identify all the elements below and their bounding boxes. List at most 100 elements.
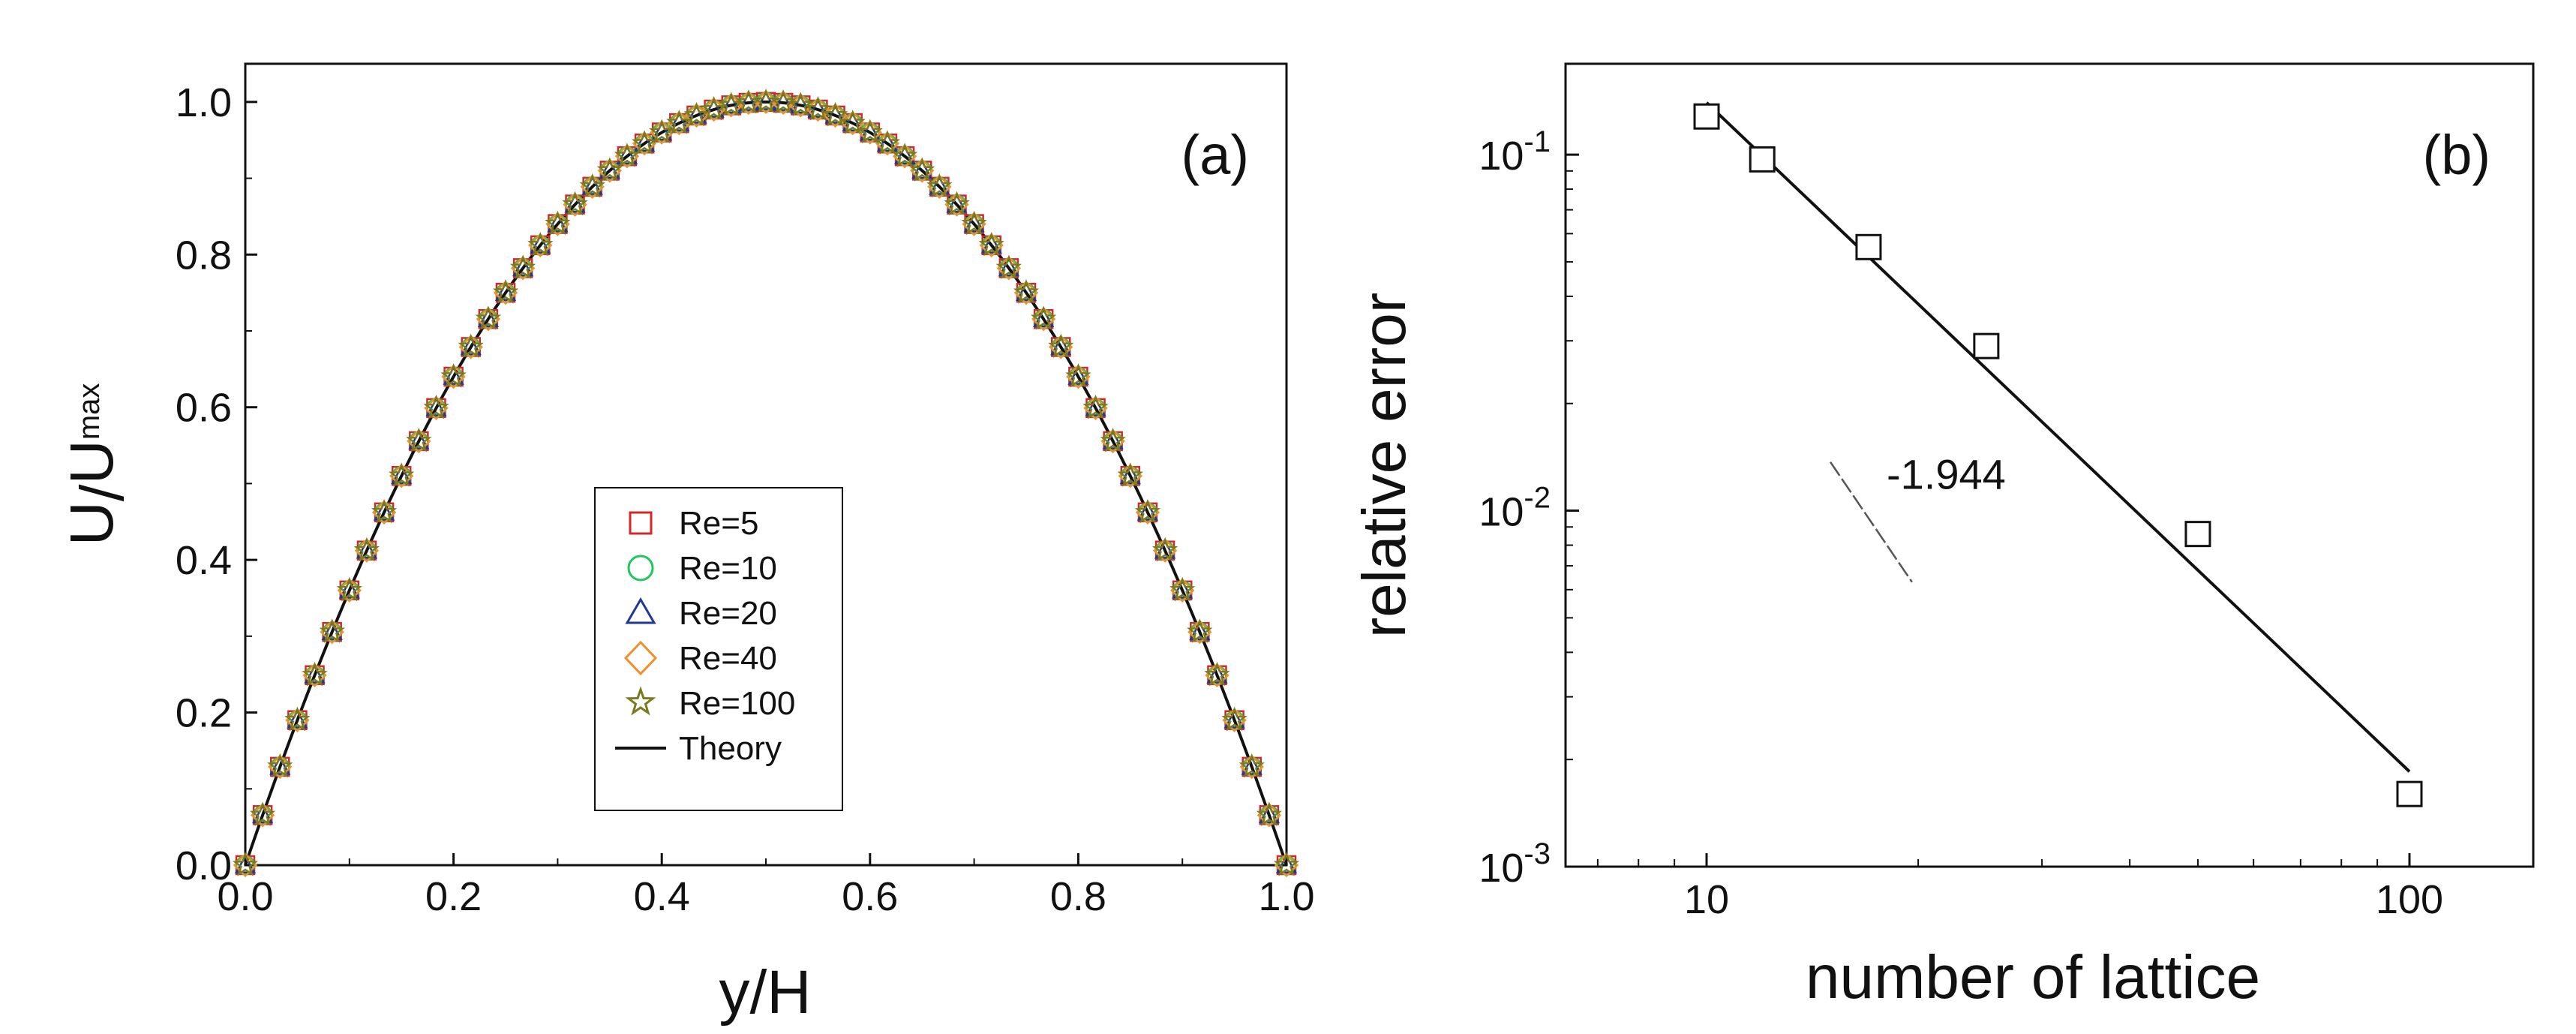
marker-re20 — [668, 112, 690, 131]
marker-re100 — [562, 191, 588, 216]
marker-re100 — [319, 618, 345, 643]
marker-re20 — [1102, 430, 1124, 449]
data-layer-b: -1.944 — [1693, 101, 2423, 807]
y-tick-label-b: 10-3 — [1479, 837, 1551, 891]
marker-re100 — [1187, 618, 1213, 643]
y-tick-label-b: 10-2 — [1479, 482, 1551, 535]
marker-re100 — [579, 173, 605, 198]
marker-re100 — [545, 210, 571, 236]
marker-re20 — [1015, 281, 1037, 301]
marker-re100 — [492, 279, 519, 304]
marker-re20 — [686, 104, 707, 124]
slope-indicator — [1829, 461, 1913, 583]
marker-re100 — [423, 394, 449, 419]
legend-marker-square — [629, 511, 653, 535]
marker-re100 — [1117, 462, 1143, 487]
marker-re20 — [564, 194, 586, 213]
x-tick-label-a: 0.0 — [217, 874, 273, 919]
marker-re100 — [302, 661, 328, 687]
marker-re20 — [824, 104, 846, 124]
legend-label-re5: Re=5 — [679, 505, 758, 542]
marker-re20 — [304, 664, 326, 684]
marker-re20 — [1206, 664, 1228, 684]
x-tick-label-a: 0.4 — [634, 874, 690, 919]
marker-re100 — [1082, 394, 1109, 419]
data-point — [1855, 233, 1882, 260]
marker-re20 — [755, 91, 777, 110]
marker-re100 — [406, 427, 432, 452]
marker-re20 — [356, 540, 378, 559]
marker-re100 — [284, 706, 311, 732]
data-point — [2396, 780, 2423, 807]
marker-re20 — [929, 176, 950, 195]
plot-frame-b — [1564, 62, 2535, 868]
marker-re100 — [683, 101, 710, 127]
marker-re20 — [876, 132, 899, 152]
marker-re100 — [770, 89, 797, 114]
y-axis-title-a: U/Umax — [58, 383, 137, 546]
marker-re100 — [874, 130, 901, 155]
marker-re20 — [1154, 540, 1176, 559]
marker-re100 — [596, 157, 623, 182]
y-tick-label-a: 0.0 — [176, 843, 232, 888]
marker-re20 — [703, 98, 725, 118]
legend-item-re5: Re=5 — [629, 505, 758, 542]
legend-label-re10: Re=10 — [679, 550, 777, 587]
marker-re100 — [336, 576, 362, 602]
legend-marker-triangle — [625, 597, 656, 624]
panel-a: 0.0 0.2 0.4 0.6 0.8 1.0 0.0 0.2 0.4 0.6 0.8 1.0 U/U… — [58, 62, 1315, 1026]
legend-label-theory: Theory — [679, 730, 782, 767]
marker-re100 — [961, 210, 987, 236]
y-tick-label-a: 1.0 — [176, 80, 232, 125]
marker-re100 — [440, 362, 467, 388]
axis-ticks-b: 10 100 10-1 10-2 10-3 — [1479, 125, 2443, 922]
legend-marker-circle — [627, 555, 654, 582]
svg-text:U/Umax: U/Umax — [58, 383, 137, 546]
marker-re100 — [1065, 362, 1091, 388]
y-tick-label-b: 10-1 — [1479, 125, 1551, 179]
x-axis-title-a: y/H — [719, 958, 812, 1026]
marker-re20 — [842, 112, 863, 131]
marker-re100 — [822, 101, 848, 127]
marker-re20 — [425, 397, 447, 416]
marker-re100 — [527, 231, 554, 257]
marker-re20 — [321, 621, 343, 641]
legend-frame — [594, 487, 843, 811]
slope-label: -1.944 — [1887, 451, 2006, 498]
marker-re20 — [408, 430, 430, 449]
marker-re20 — [1050, 335, 1072, 356]
marker-re20 — [1223, 709, 1245, 729]
y-tick-label-a: 0.6 — [176, 386, 232, 431]
marker-re20 — [893, 145, 916, 165]
marker-re100 — [267, 753, 293, 778]
marker-re20 — [859, 121, 881, 141]
legend-label-re40: Re=40 — [679, 640, 777, 677]
legend-item-theory: Theory — [615, 730, 782, 767]
marker-re100 — [788, 92, 814, 116]
marker-re100 — [891, 143, 918, 167]
marker-re100 — [995, 254, 1022, 279]
legend-label-re20: Re=20 — [679, 595, 777, 632]
marker-re20 — [963, 213, 985, 233]
marker-re20 — [599, 159, 620, 179]
marker-re20 — [807, 98, 829, 118]
marker-re20 — [790, 94, 812, 114]
marker-re100 — [1100, 427, 1126, 452]
marker-re100 — [857, 119, 883, 144]
theory-curve — [244, 100, 1288, 866]
marker-re100 — [509, 254, 536, 279]
marker-re100 — [1134, 498, 1161, 524]
marker-re20 — [477, 308, 499, 328]
x-tick-label-b: 10 — [1684, 877, 1729, 922]
x-tick-label-a: 0.6 — [842, 874, 898, 919]
panel-label-a: (a) — [1181, 124, 1249, 186]
marker-re100 — [649, 119, 675, 144]
legend-item-re20: Re=20 — [625, 595, 777, 632]
y-axis-title-main: U — [58, 501, 126, 546]
marker-re20 — [287, 709, 308, 729]
legend-marker-star — [625, 686, 656, 716]
axis-ticks-a: 0.0 0.2 0.4 0.6 0.8 1.0 0.0 0.2 0.4 0.6 0.8 1.0 — [176, 80, 1315, 919]
marker-re100 — [249, 801, 276, 826]
